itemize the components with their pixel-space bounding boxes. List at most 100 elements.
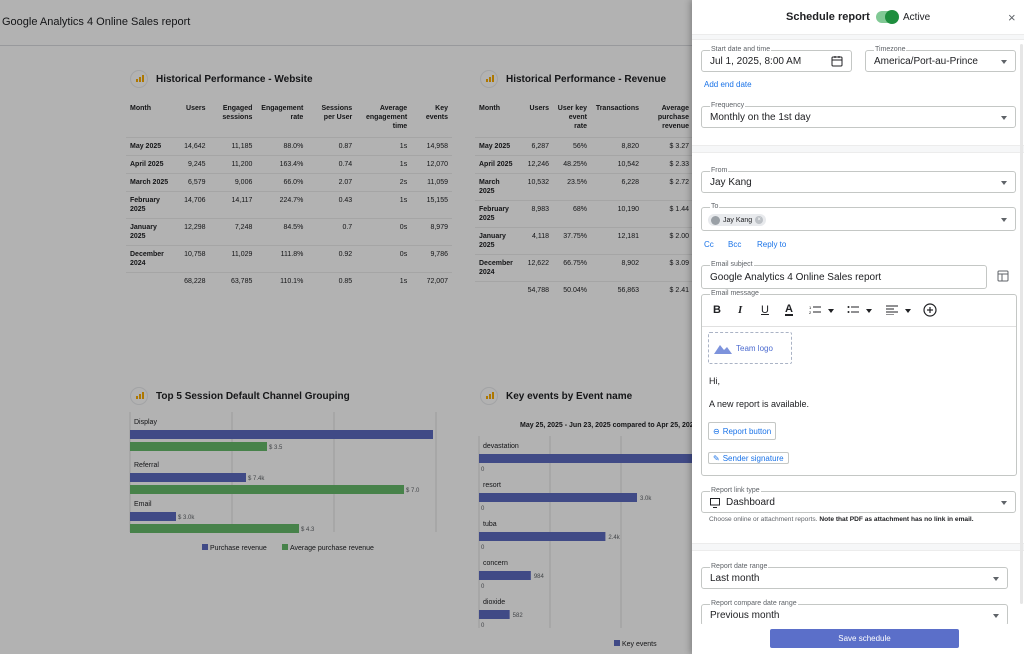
table-cell: April 2025: [126, 155, 175, 174]
team-logo-placeholder[interactable]: Team logo: [708, 332, 792, 364]
align-left-icon[interactable]: [886, 305, 898, 315]
remove-chip-icon[interactable]: ×: [755, 216, 764, 224]
timezone-select[interactable]: Timezone America/Port-au-Prince: [865, 45, 1016, 72]
table-cell: 8,902: [591, 254, 643, 282]
bar: [130, 524, 299, 533]
email-message-editor[interactable]: Email message B I U A 1 2: [701, 289, 1017, 476]
column-header[interactable]: Month: [479, 105, 500, 112]
analytics-icon: [130, 387, 148, 405]
table-cell: 37.75%: [553, 227, 591, 255]
table-cell: 0.74: [307, 155, 357, 174]
category-label: Email: [134, 501, 152, 508]
bar: [130, 512, 176, 521]
reply-to-link[interactable]: Reply to: [757, 240, 787, 249]
column-header[interactable]: User key event rate: [557, 105, 587, 130]
add-circle-icon[interactable]: [923, 303, 937, 317]
scrollbar[interactable]: [1020, 44, 1023, 604]
chevron-down-icon[interactable]: [905, 309, 911, 313]
email-subject-field[interactable]: Email subject Google Analytics 4 Online …: [701, 260, 987, 289]
table-cell: 163.4%: [256, 155, 308, 174]
table-cell: 6,287: [519, 137, 553, 156]
to-recipients-field[interactable]: To Jay Kang ×: [701, 202, 1016, 231]
column-header[interactable]: Users: [529, 105, 549, 112]
column-header[interactable]: Key events: [425, 105, 448, 121]
add-end-date-link[interactable]: Add end date: [704, 80, 752, 89]
body-text: A new report is available.: [709, 399, 810, 409]
image-icon: [714, 345, 732, 354]
active-label: Active: [903, 12, 931, 23]
bold-icon[interactable]: B: [713, 304, 721, 316]
text-color-icon[interactable]: A: [785, 303, 793, 316]
from-select[interactable]: From Jay Kang: [701, 166, 1016, 193]
bar: [479, 571, 531, 580]
table-cell: 4,118: [519, 227, 553, 255]
totals-row: 54,788 50.04% 56,863 $ 2.41: [475, 281, 693, 299]
report-button-chip[interactable]: ⊖ Report button: [708, 422, 777, 440]
table-row: May 2025 14,642 11,185 88.0% 0.87 1s 14,958: [126, 137, 452, 156]
table-cell: March 2025: [475, 173, 519, 201]
table-cell: 14,642: [174, 137, 210, 156]
table-cell: 111.8%: [256, 245, 308, 273]
sender-signature-chip[interactable]: ✎ Sender signature: [708, 452, 789, 464]
table-header-row: Month Users Engaged sessions Engagement rat…: [126, 104, 452, 138]
table-cell: 0.92: [307, 245, 357, 273]
category-label: tuba: [483, 521, 497, 528]
numbered-list-icon[interactable]: 1 2: [809, 305, 821, 315]
data-label: 582: [513, 613, 524, 619]
data-label: 2.4k: [608, 535, 620, 541]
axis-zero-label: 0: [481, 467, 485, 473]
axis-zero-label: 0: [481, 623, 485, 629]
chevron-down-icon[interactable]: [866, 309, 872, 313]
underline-icon[interactable]: U: [761, 304, 769, 316]
column-header[interactable]: Transactions: [595, 105, 639, 112]
table-cell: 8,820: [591, 137, 643, 156]
data-label: 3.0k: [640, 496, 652, 502]
report-link-type-select[interactable]: Report link type Dashboard: [701, 486, 1016, 513]
table-cell: 110.1%: [256, 272, 308, 290]
modal-overlay[interactable]: [0, 0, 692, 654]
category-label: resort: [483, 482, 501, 489]
recipient-chip[interactable]: Jay Kang ×: [708, 214, 767, 226]
chevron-down-icon: [1001, 116, 1007, 120]
revenue-panel-title: Historical Performance - Revenue: [480, 70, 666, 88]
table-cell: 9,786: [411, 245, 452, 273]
report-date-range-select[interactable]: Report date range Last month: [701, 562, 1008, 589]
table-cell: 6,228: [591, 173, 643, 201]
table-cell: $ 2.41: [643, 281, 693, 299]
data-label: $ 7.0: [406, 488, 420, 494]
column-header[interactable]: Average engagement time: [365, 105, 408, 130]
template-icon[interactable]: [997, 270, 1009, 282]
axis-zero-label: 0: [481, 545, 485, 551]
start-date-field[interactable]: Start date and time Jul 1, 2025, 8:00 AM: [701, 45, 852, 72]
column-header[interactable]: Engagement rate: [261, 105, 304, 121]
calendar-icon[interactable]: [831, 55, 843, 67]
table-cell: 54,788: [519, 281, 553, 299]
cc-link[interactable]: Cc: [704, 240, 714, 249]
table-cell: 10,758: [174, 245, 210, 273]
active-toggle[interactable]: [876, 10, 899, 24]
chevron-down-icon[interactable]: [828, 309, 834, 313]
column-header[interactable]: Users: [186, 105, 206, 112]
save-schedule-button[interactable]: Save schedule: [770, 629, 959, 648]
chevron-down-icon: [993, 614, 999, 618]
column-header[interactable]: Sessions per User: [321, 105, 353, 121]
table-cell: 56,863: [591, 281, 643, 299]
column-header[interactable]: Average purchase revenue: [657, 105, 689, 130]
italic-icon[interactable]: I: [738, 304, 743, 316]
bullet-list-icon[interactable]: [847, 305, 859, 315]
compare-date-range-select[interactable]: Report compare date range Previous month: [701, 599, 1008, 626]
close-icon[interactable]: ×: [1008, 10, 1016, 25]
category-label: devastation: [483, 443, 519, 450]
column-header[interactable]: Month: [130, 105, 151, 112]
table-cell: 0.87: [307, 137, 357, 156]
channel-bar-chart: Display $ 3.5 Referral $ 7.4k $ 7.0 Email $ 3.…: [129, 412, 437, 552]
column-header[interactable]: Engaged sessions: [222, 105, 253, 121]
frequency-select[interactable]: Frequency Monthly on the 1st day: [701, 101, 1016, 128]
chevron-down-icon: [1001, 501, 1007, 505]
drawer-footer: Save schedule: [692, 624, 1024, 654]
table-cell: February 2025: [126, 191, 175, 219]
table-cell: 10,542: [591, 155, 643, 174]
legend-swatch: [282, 544, 288, 550]
bcc-link[interactable]: Bcc: [728, 240, 742, 249]
editor-toolbar: B I U A 1 2: [702, 295, 1016, 327]
